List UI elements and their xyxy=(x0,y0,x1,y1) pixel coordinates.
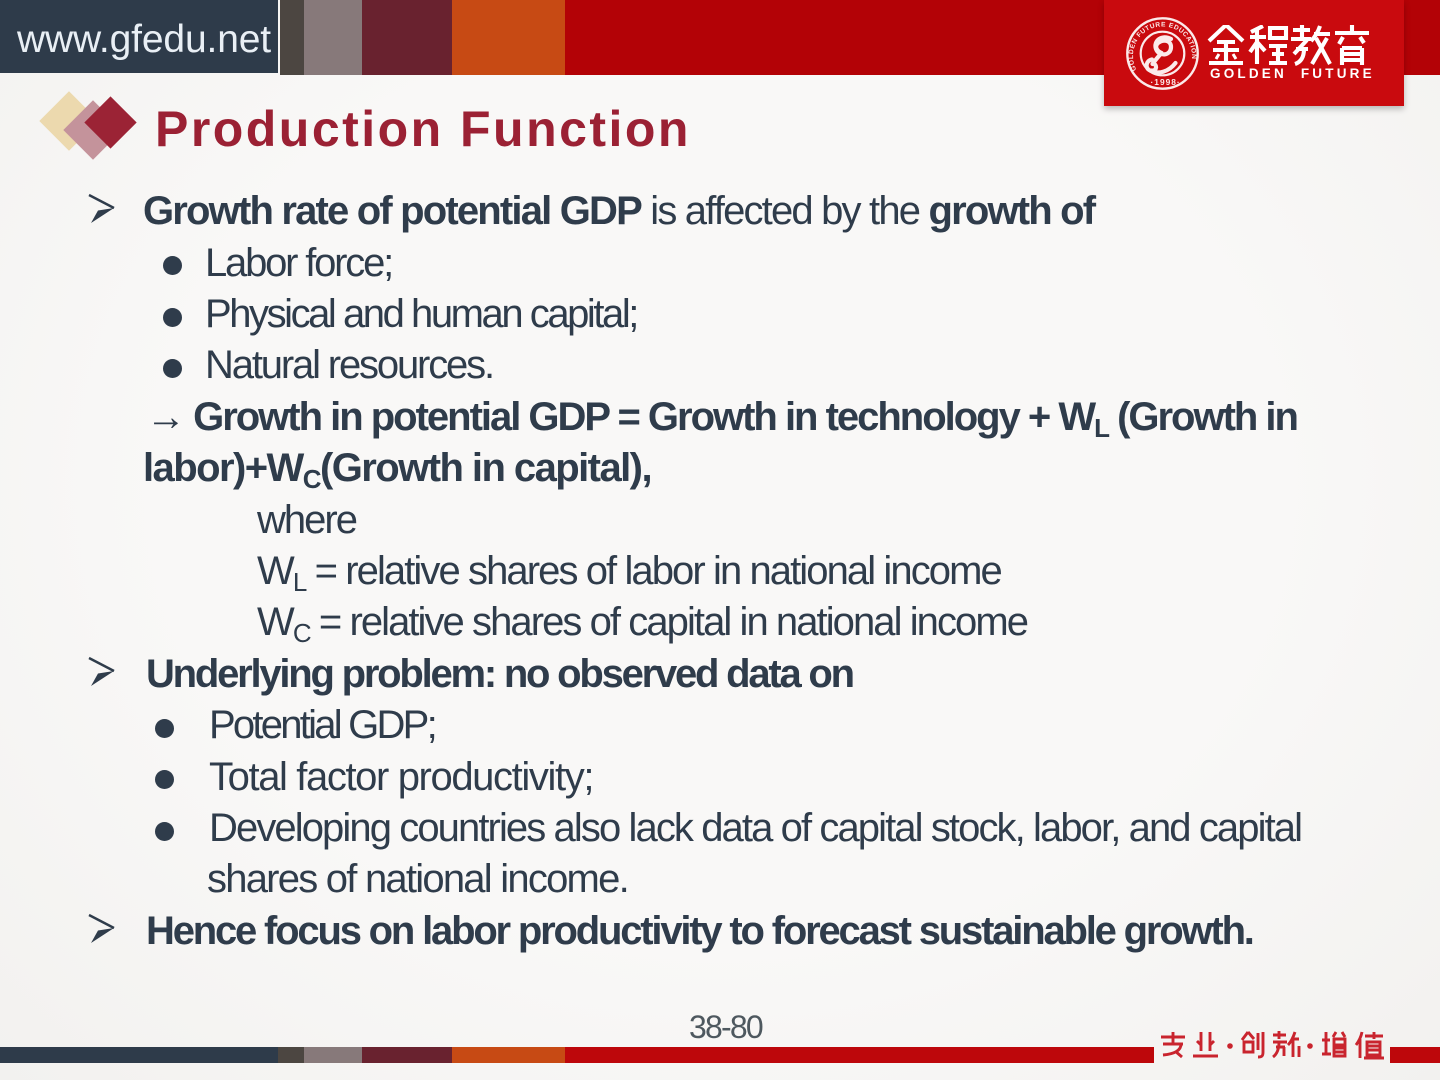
svg-text:·1998·: ·1998· xyxy=(1151,77,1181,87)
